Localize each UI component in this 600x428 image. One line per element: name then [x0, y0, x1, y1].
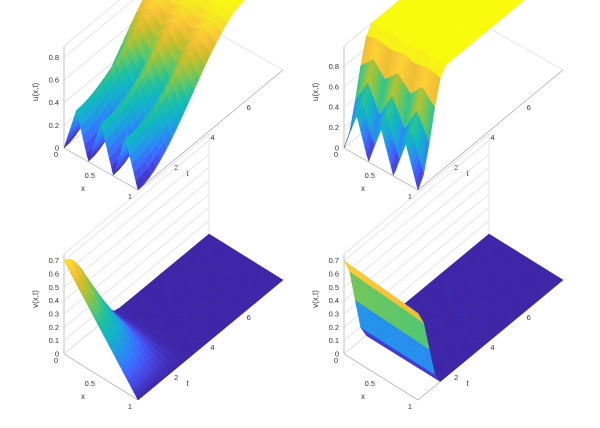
- surface-plot-v-fine: 0 0.1 0.2 0.3 0.4 0.5 0.6 0.7 0 0.5 1 2 4 6 v(x,t) x t: [31, 133, 284, 411]
- back-top-line: [63, 0, 121, 47]
- z-gridline: [63, 0, 134, 58]
- t-tick-label: 2: [174, 373, 178, 382]
- z-tick-label: 0.4: [329, 296, 339, 305]
- t-tick-label: 6: [247, 103, 251, 112]
- x-tick-label: 1: [128, 402, 132, 411]
- z-tick-label: 0.5: [329, 283, 339, 292]
- floor-back-line: [488, 27, 564, 71]
- z-axis-label: u(x,t): [31, 82, 40, 101]
- t-tick-label: 4: [210, 343, 214, 352]
- z-tick-label: 0.4: [49, 98, 59, 107]
- z-tick-label: 0.1: [329, 336, 339, 345]
- tick-labels: 0 0.1 0.2 0.3 0.4 0.5 0.6 0.7 0 0.5 1 2 4 6: [329, 256, 531, 411]
- t-axis-line: [417, 69, 564, 191]
- z-tick-label: 0.1: [49, 336, 59, 345]
- t-tick-label: 6: [527, 313, 531, 322]
- t-tick-label: 4: [490, 133, 494, 142]
- z-axis-label: u(x,t): [311, 82, 320, 101]
- z-tick-label: 0.6: [329, 270, 339, 279]
- back-top-line: [343, 133, 490, 255]
- surface-patch: [135, 175, 144, 191]
- x-axis-line: [63, 353, 139, 401]
- z-gridline: [63, 220, 210, 341]
- x-tick-label: 0.5: [365, 171, 375, 180]
- z-tick-label: 0.8: [49, 53, 59, 62]
- z-tick-label: 0.7: [49, 256, 59, 265]
- x-tick-label: 0: [54, 356, 58, 365]
- t-axis-line: [137, 69, 284, 191]
- z-gridline: [63, 153, 210, 275]
- z-tick-label: 0: [335, 350, 339, 359]
- z-axis-label: v(x,t): [31, 290, 40, 308]
- x-axis-label: x: [361, 184, 365, 193]
- surface-plot-u-fine: 00.20.40.60.800.51246u(x,t)xt: [31, 0, 284, 201]
- z-tick-label: 0.2: [49, 323, 59, 332]
- surface-patch: [415, 311, 424, 324]
- z-gridline: [343, 167, 490, 288]
- x-tick-label: 0: [334, 356, 338, 365]
- z-tick-label: 0.4: [49, 296, 59, 305]
- z-tick-label: 0.3: [329, 310, 339, 319]
- z-gridline: [63, 167, 210, 288]
- surface-patch: [415, 166, 424, 191]
- back-top-line: [343, 0, 401, 47]
- z-tick-label: 0.2: [329, 323, 339, 332]
- z-tick-label: 0.6: [49, 76, 59, 85]
- x-tick-label: 0.5: [85, 379, 95, 388]
- z-tick-label: 0: [55, 144, 59, 153]
- tick-labels: 0 0.1 0.2 0.3 0.4 0.5 0.6 0.7 0 0.5 1 2 4 6: [49, 256, 251, 411]
- x-axis-line: [343, 353, 419, 401]
- x-tick-label: 0.5: [85, 171, 95, 180]
- z-tick-label: 0.8: [329, 62, 339, 71]
- z-gridline: [63, 140, 210, 261]
- z-tick-label: 0.2: [49, 121, 59, 130]
- t-tick-label: 4: [490, 343, 494, 352]
- x-axis-label: x: [361, 392, 365, 401]
- x-tick-label: 0.5: [365, 379, 375, 388]
- floor-back-line: [208, 27, 284, 71]
- back-top-line: [63, 133, 210, 255]
- z-tick-label: 0.3: [49, 310, 59, 319]
- z-tick-label: 0.2: [329, 123, 339, 132]
- x-axis-line: [343, 147, 419, 191]
- t-tick-label: 2: [454, 373, 458, 382]
- x-axis-line: [63, 147, 139, 191]
- surface-mesh: [343, 233, 564, 382]
- z-tick-label: 0.4: [329, 103, 339, 112]
- z-gridline: [343, 140, 490, 261]
- z-tick-label: 0.5: [49, 283, 59, 292]
- surface-patch: [135, 391, 144, 401]
- z-tick-label: 0.6: [49, 270, 59, 279]
- x-tick-label: 1: [408, 402, 412, 411]
- z-tick-label: 0.7: [329, 256, 339, 265]
- t-tick-label: 4: [210, 133, 214, 142]
- t-axis-label: t: [186, 169, 189, 178]
- x-tick-label: 0: [334, 150, 338, 159]
- surface-mesh: [63, 0, 245, 191]
- z-tick-label: 0.6: [329, 82, 339, 91]
- z-gridline: [63, 207, 210, 328]
- t-axis-label: t: [186, 379, 189, 388]
- t-axis-label: t: [466, 379, 469, 388]
- z-gridline: [343, 153, 490, 275]
- x-axis-label: x: [81, 184, 85, 193]
- x-tick-label: 1: [128, 192, 132, 201]
- z-tick-label: 0: [55, 350, 59, 359]
- x-tick-label: 1: [408, 192, 412, 201]
- surface-plot-v-coarse: 0 0.1 0.2 0.3 0.4 0.5 0.6 0.7 0 0.5 1 2 4 6 v(x,t) x t: [311, 133, 564, 411]
- z-tick-label: 0: [335, 144, 339, 153]
- t-axis-label: t: [466, 169, 469, 178]
- x-tick-label: 0: [54, 150, 58, 159]
- x-axis-label: x: [81, 392, 85, 401]
- surface-plot-u-coarse: 00.20.40.60.800.51246u(x,t)xt: [311, 0, 564, 201]
- z-axis-label: v(x,t): [311, 290, 320, 308]
- surface-mesh: [63, 233, 284, 401]
- surface-mesh: [343, 0, 525, 191]
- t-tick-label: 6: [527, 103, 531, 112]
- t-tick-label: 6: [247, 313, 251, 322]
